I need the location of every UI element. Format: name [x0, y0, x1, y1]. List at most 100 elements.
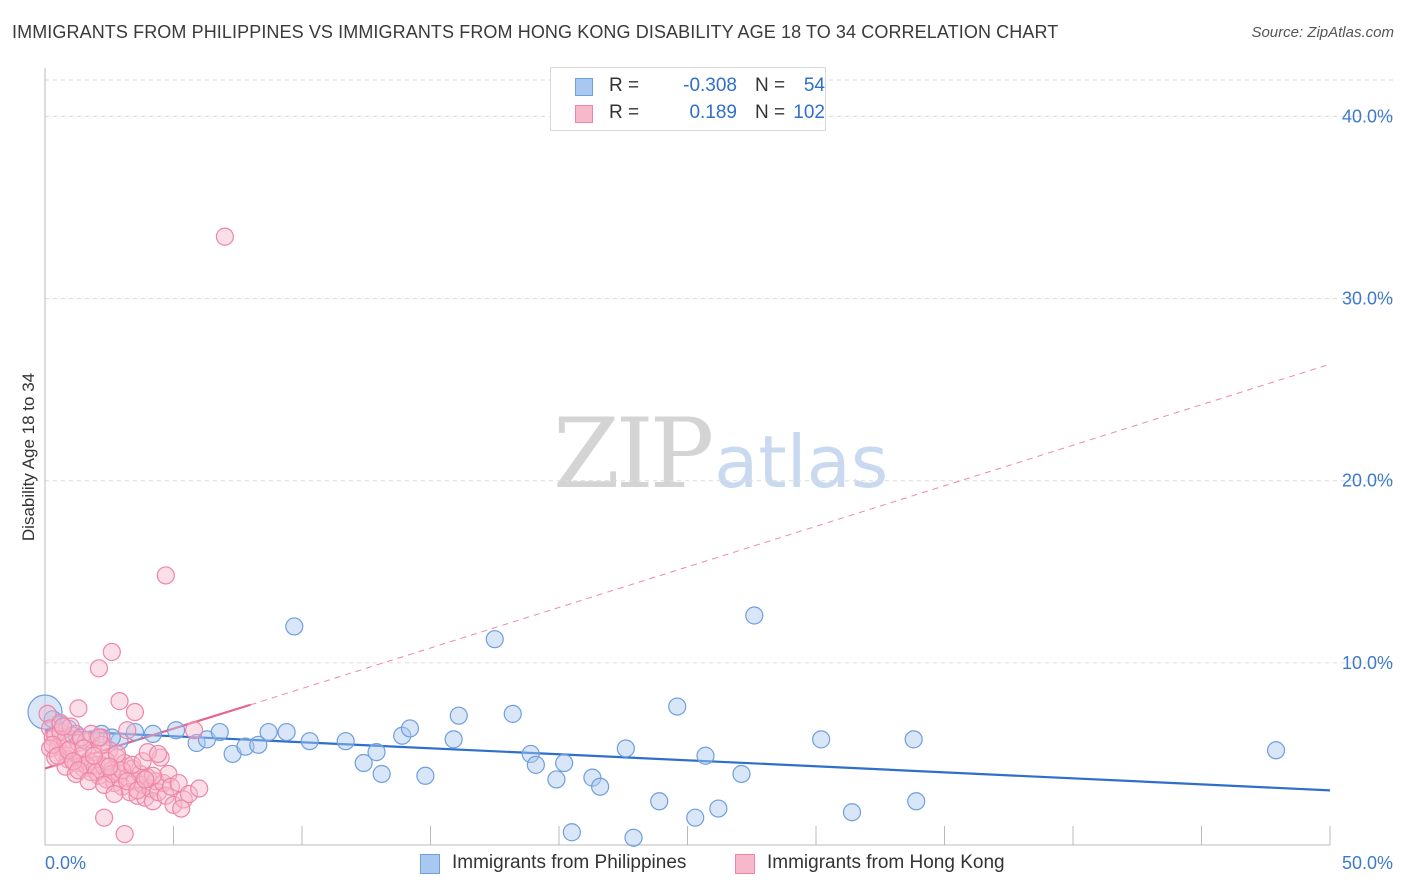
- watermark: ZIPatlas: [553, 398, 888, 510]
- point-philippines: [285, 617, 304, 636]
- point-philippines: [812, 730, 831, 749]
- point-hongkong: [100, 757, 119, 776]
- point-philippines: [449, 706, 468, 725]
- point-philippines: [444, 730, 463, 749]
- point-philippines: [745, 606, 764, 625]
- philippines-legend-swatch: [420, 854, 440, 874]
- point-philippines: [907, 792, 926, 811]
- point-philippines: [650, 792, 669, 811]
- point-hongkong: [38, 704, 57, 723]
- point-philippines: [210, 722, 229, 742]
- point-hongkong: [71, 728, 91, 747]
- point-hongkong: [136, 770, 155, 789]
- point-philippines: [503, 704, 522, 723]
- point-philippines: [591, 777, 610, 796]
- point-hongkong: [115, 824, 134, 844]
- point-philippines: [696, 746, 715, 765]
- point-hongkong: [64, 752, 83, 771]
- point-hongkong: [89, 728, 109, 747]
- point-hongkong: [133, 752, 152, 771]
- r-label: R =: [609, 102, 640, 123]
- point-philippines: [616, 739, 635, 758]
- point-philippines: [624, 828, 643, 847]
- watermark-zip: ZIP: [553, 398, 714, 510]
- point-hongkong: [102, 642, 121, 662]
- point-philippines: [277, 722, 296, 742]
- point-hongkong: [190, 779, 209, 798]
- x-tick-label: 0.0%: [45, 853, 86, 873]
- r-label: R =: [609, 75, 640, 96]
- point-hongkong: [105, 784, 124, 804]
- point-philippines: [709, 799, 728, 818]
- point-philippines: [583, 768, 602, 787]
- y-tick-label: 10.0%: [1342, 653, 1393, 673]
- point-hongkong: [125, 702, 145, 722]
- point-hongkong: [118, 721, 137, 740]
- point-hongkong: [110, 692, 129, 711]
- n-value: 54: [803, 75, 825, 96]
- y-tick-label: 40.0%: [1342, 106, 1393, 126]
- point-hongkong: [148, 744, 168, 764]
- point-hongkong: [184, 721, 204, 740]
- point-philippines: [259, 722, 278, 742]
- axes: [44, 68, 1331, 846]
- point-philippines: [732, 764, 751, 784]
- tick-labels: 10.0% 20.0% 30.0% 40.0% 0.0% 50.0%: [45, 106, 1393, 873]
- point-philippines: [904, 730, 923, 749]
- data-points: [27, 227, 1286, 847]
- hongkong-swatch: [575, 105, 593, 123]
- point-philippines: [400, 719, 420, 738]
- philippines-legend-label: Immigrants from Philippines: [452, 852, 687, 873]
- point-philippines: [367, 743, 386, 762]
- r-value: 0.189: [689, 102, 737, 123]
- point-philippines: [526, 755, 545, 774]
- y-tick-label: 20.0%: [1342, 471, 1393, 491]
- point-hongkong: [215, 227, 234, 246]
- point-philippines: [842, 803, 862, 822]
- point-philippines: [1266, 741, 1286, 760]
- n-value: 102: [793, 102, 825, 123]
- point-hongkong: [179, 784, 199, 804]
- watermark-atlas: atlas: [714, 420, 889, 504]
- trendline-hongkong: [44, 703, 251, 770]
- point-philippines: [143, 724, 163, 743]
- point-philippines: [372, 764, 391, 784]
- point-philippines: [249, 735, 268, 754]
- point-philippines: [300, 732, 319, 751]
- point-philippines: [393, 726, 412, 745]
- point-hongkong: [118, 772, 137, 791]
- point-philippines: [562, 823, 581, 842]
- point-hongkong: [95, 775, 114, 794]
- y-axis-label: Disability Age 18 to 34: [19, 372, 38, 542]
- point-hongkong: [69, 699, 88, 718]
- point-hongkong: [172, 799, 191, 818]
- n-label: N =: [755, 75, 786, 96]
- point-philippines: [668, 697, 687, 716]
- n-label: N =: [755, 102, 786, 123]
- point-hongkong: [95, 808, 114, 827]
- point-philippines: [555, 753, 574, 773]
- point-hongkong: [156, 786, 175, 805]
- point-philippines: [166, 721, 186, 740]
- source-credit: Source: ZipAtlas.com: [1251, 24, 1394, 41]
- chart-title: IMMIGRANTS FROM PHILIPPINES VS IMMIGRANT…: [12, 22, 1059, 42]
- point-hongkong: [53, 717, 73, 736]
- point-philippines: [686, 808, 705, 827]
- x-tick-label: 50.0%: [1342, 853, 1393, 873]
- hongkong-legend-swatch: [735, 854, 755, 874]
- r-value: -0.308: [683, 75, 737, 96]
- point-philippines: [521, 744, 540, 764]
- gridlines: [45, 79, 1395, 664]
- trendlines: [44, 363, 1331, 792]
- point-hongkong: [156, 566, 175, 585]
- point-philippines: [485, 630, 504, 649]
- point-philippines: [547, 770, 566, 789]
- hongkong-legend-label: Immigrants from Hong Kong: [767, 852, 1005, 873]
- point-hongkong: [59, 741, 78, 760]
- point-philippines: [416, 766, 435, 785]
- stats-legend: R = -0.308 N = 54 R = 0.189 N = 102: [550, 67, 826, 131]
- point-hongkong: [84, 746, 103, 765]
- y-tick-label: 30.0%: [1342, 289, 1393, 309]
- point-philippines: [336, 732, 355, 751]
